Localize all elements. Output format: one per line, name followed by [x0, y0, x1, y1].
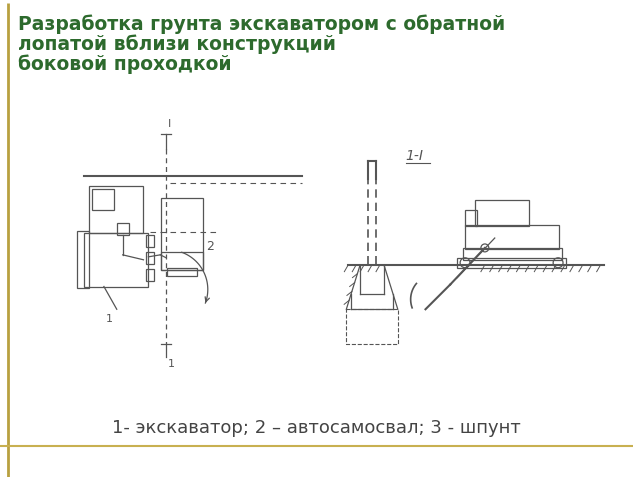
Text: Разработка грунта экскаватором с обратной: Разработка грунта экскаватором с обратно… — [18, 14, 505, 34]
Bar — [463, 248, 562, 260]
Bar — [92, 189, 114, 210]
Bar — [167, 268, 197, 276]
Bar — [77, 231, 89, 288]
Bar — [147, 269, 154, 281]
Text: I: I — [168, 119, 172, 129]
Bar — [89, 186, 143, 233]
Text: боковой проходкой: боковой проходкой — [18, 54, 232, 73]
Text: 1: 1 — [168, 359, 175, 369]
Bar — [346, 309, 398, 344]
Text: 1-I: 1-I — [406, 149, 424, 163]
Bar — [161, 198, 203, 270]
Bar — [475, 201, 529, 226]
Bar — [465, 210, 477, 226]
Bar — [84, 233, 148, 288]
Bar — [161, 252, 203, 270]
Text: 1: 1 — [106, 314, 113, 324]
Text: 2: 2 — [206, 240, 214, 253]
Bar — [116, 223, 129, 235]
Text: лопатой вблизи конструкций: лопатой вблизи конструкций — [18, 34, 336, 54]
Bar — [457, 258, 566, 268]
Bar — [147, 252, 154, 264]
Bar — [465, 225, 559, 249]
Bar — [147, 235, 154, 247]
Text: 1- экскаватор; 2 – автосамосвал; 3 - шпунт: 1- экскаватор; 2 – автосамосвал; 3 - шпу… — [112, 419, 521, 437]
